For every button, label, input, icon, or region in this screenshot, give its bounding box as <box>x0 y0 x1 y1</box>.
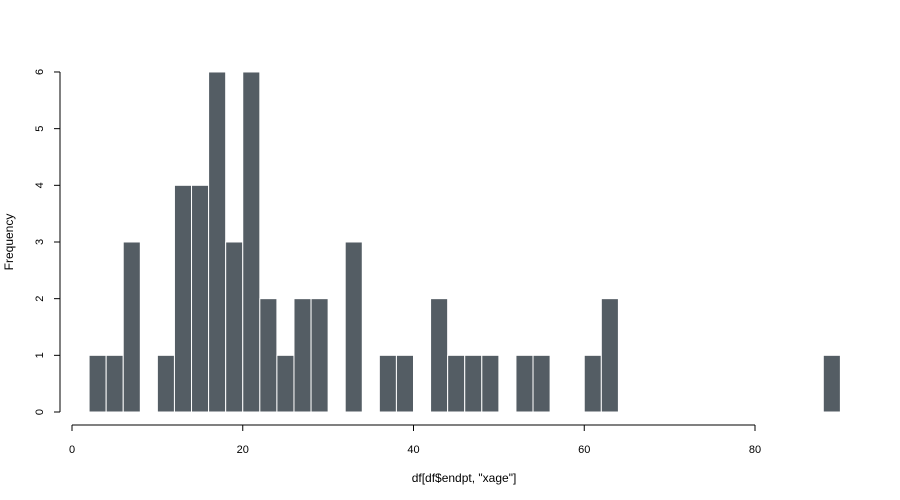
histogram-bar <box>88 354 107 413</box>
histogram-bar <box>395 354 414 413</box>
y-tick-label: 0 <box>34 409 46 415</box>
x-axis-label: df[df$endpt, "xage"] <box>412 471 517 485</box>
x-axis: 0 20 40 60 80 <box>69 424 761 456</box>
histogram-bar <box>310 298 329 413</box>
histogram-bar <box>430 298 449 413</box>
y-tick-label: 5 <box>34 126 46 132</box>
x-tick-label: 40 <box>407 444 419 456</box>
histogram-bar <box>344 241 363 413</box>
y-tick-label: 3 <box>34 239 46 245</box>
y-tick-label: 2 <box>34 296 46 302</box>
y-tick-label: 1 <box>34 352 46 358</box>
y-axis-label: Frequency <box>2 214 16 271</box>
x-tick-label: 0 <box>69 444 75 456</box>
histogram-bar <box>122 241 141 413</box>
histogram-bar <box>208 71 227 413</box>
histogram-bar <box>276 354 295 413</box>
histogram-bar <box>225 241 244 413</box>
histogram-bar <box>822 354 841 413</box>
histogram-bar <box>481 354 500 413</box>
histogram-bar <box>464 354 483 413</box>
histogram-bar <box>293 298 312 413</box>
y-tick-label: 4 <box>34 182 46 188</box>
histogram-bar <box>378 354 397 413</box>
y-axis: 0 1 2 3 4 5 6 <box>34 69 61 415</box>
histogram-bar <box>600 298 619 413</box>
histogram-bar <box>515 354 534 413</box>
histogram-bar <box>173 184 193 413</box>
x-tick-label: 60 <box>578 444 590 456</box>
histogram-bar <box>242 71 261 413</box>
histogram-bar <box>532 354 551 413</box>
histogram-bar <box>191 184 210 413</box>
histogram-bar <box>583 354 602 413</box>
histogram-bar <box>156 354 175 413</box>
x-tick-label: 80 <box>749 444 761 456</box>
histogram-bar <box>447 354 466 413</box>
histogram-bar <box>105 354 124 413</box>
y-tick-label: 6 <box>34 69 46 75</box>
x-tick-label: 20 <box>237 444 249 456</box>
bars-group <box>88 71 841 413</box>
histogram-bar <box>259 298 278 413</box>
